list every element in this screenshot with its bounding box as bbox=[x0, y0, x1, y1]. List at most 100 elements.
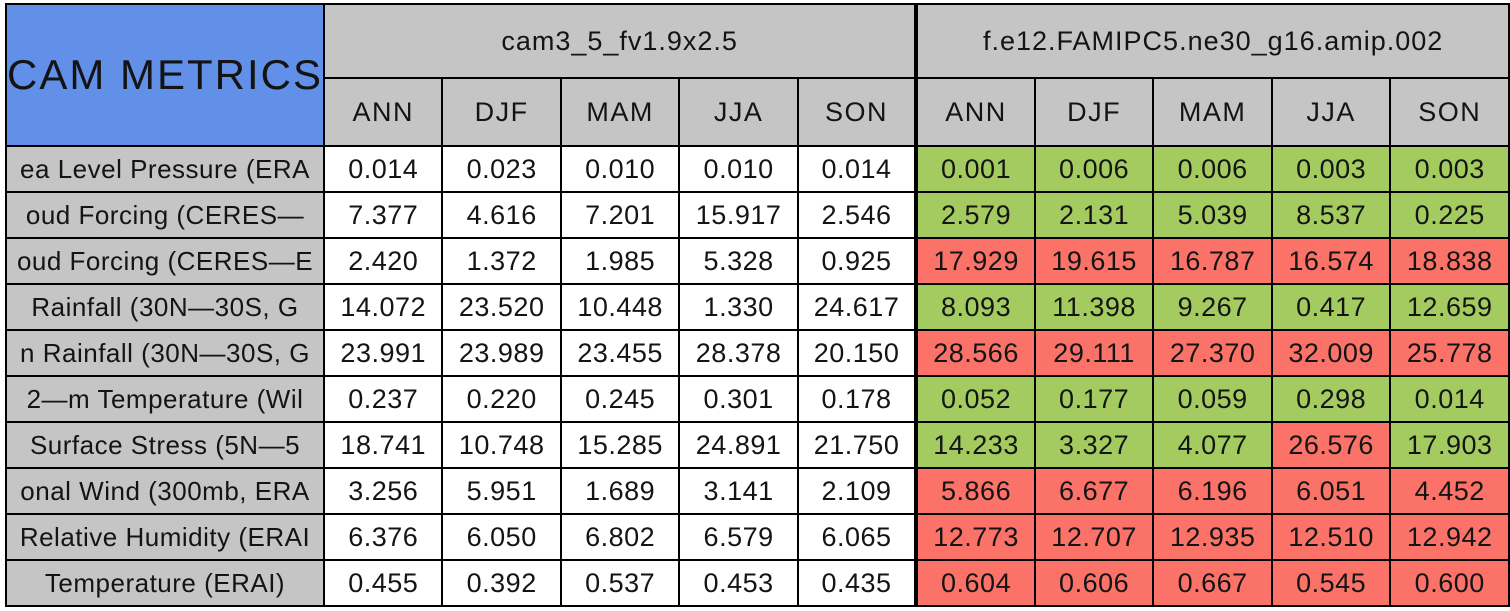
model1-value-cell: 15.917 bbox=[678, 191, 799, 239]
model2-value-cell: 5.866 bbox=[914, 467, 1036, 515]
model2-value-cell: 2.579 bbox=[914, 191, 1036, 239]
metric-row: oud Forcing (CERES— 7.377 4.616 7.201 15… bbox=[5, 191, 1510, 239]
model2-value-cell: 16.787 bbox=[1152, 237, 1273, 285]
model2-value-cell: 6.196 bbox=[1152, 467, 1273, 515]
model1-value-cell: 0.455 bbox=[322, 559, 444, 607]
model2-value-cell: 3.327 bbox=[1033, 421, 1155, 469]
model2-value-cell: 25.778 bbox=[1389, 329, 1510, 377]
model2-value-cell: 9.267 bbox=[1152, 283, 1273, 331]
model1-value-cell: 3.141 bbox=[678, 467, 799, 515]
model2-value-cell: 17.903 bbox=[1389, 421, 1510, 469]
model2-value-cell: 0.059 bbox=[1152, 375, 1273, 423]
model1-value-cell: 0.537 bbox=[559, 559, 681, 607]
model2-value-cell: 0.006 bbox=[1033, 145, 1155, 193]
model1-value-cell: 24.891 bbox=[678, 421, 799, 469]
season-header-m1-mam: MAM bbox=[559, 77, 681, 147]
model1-value-cell: 6.579 bbox=[678, 513, 799, 561]
model2-value-cell: 2.131 bbox=[1033, 191, 1155, 239]
model1-value-cell: 7.201 bbox=[559, 191, 681, 239]
metric-row: Temperature (ERAI) 0.455 0.392 0.537 0.4… bbox=[5, 559, 1510, 607]
season-header-m1-son: SON bbox=[796, 77, 918, 147]
model2-value-cell: 0.052 bbox=[914, 375, 1036, 423]
model1-value-cell: 5.328 bbox=[678, 237, 799, 285]
model2-value-cell: 12.659 bbox=[1389, 283, 1510, 331]
season-header-m2-mam: MAM bbox=[1152, 77, 1273, 147]
model2-value-cell: 12.510 bbox=[1270, 513, 1392, 561]
model2-value-cell: 0.006 bbox=[1152, 145, 1273, 193]
metric-row: 2—m Temperature (Wil 0.237 0.220 0.245 0… bbox=[5, 375, 1510, 423]
model2-value-cell: 0.177 bbox=[1033, 375, 1155, 423]
model2-value-cell: 0.225 bbox=[1389, 191, 1510, 239]
model1-value-cell: 4.616 bbox=[441, 191, 562, 239]
model2-value-cell: 17.929 bbox=[914, 237, 1036, 285]
model2-header: f.e12.FAMIPC5.ne30_g16.amip.002 bbox=[914, 3, 1510, 79]
model2-value-cell: 0.600 bbox=[1389, 559, 1510, 607]
model2-value-cell: 0.014 bbox=[1389, 375, 1510, 423]
model2-value-cell: 0.604 bbox=[914, 559, 1036, 607]
model2-value-cell: 8.537 bbox=[1270, 191, 1392, 239]
model2-value-cell: 29.111 bbox=[1033, 329, 1155, 377]
model1-value-cell: 15.285 bbox=[559, 421, 681, 469]
season-header-m2-jja: JJA bbox=[1270, 77, 1392, 147]
model1-value-cell: 1.330 bbox=[678, 283, 799, 331]
model1-value-cell: 0.010 bbox=[678, 145, 799, 193]
model2-value-cell: 32.009 bbox=[1270, 329, 1392, 377]
model1-value-cell: 24.617 bbox=[796, 283, 918, 331]
row-label: oud Forcing (CERES— bbox=[5, 191, 325, 239]
row-label: oud Forcing (CERES—E bbox=[5, 237, 325, 285]
row-label: ea Level Pressure (ERA bbox=[5, 145, 325, 193]
model1-value-cell: 7.377 bbox=[322, 191, 444, 239]
model1-value-cell: 23.455 bbox=[559, 329, 681, 377]
season-header-m1-ann: ANN bbox=[322, 77, 444, 147]
model1-value-cell: 6.065 bbox=[796, 513, 918, 561]
metric-row: Relative Humidity (ERAI 6.376 6.050 6.80… bbox=[5, 513, 1510, 561]
model2-value-cell: 12.707 bbox=[1033, 513, 1155, 561]
season-header-m1-djf: DJF bbox=[441, 77, 562, 147]
model2-value-cell: 6.677 bbox=[1033, 467, 1155, 515]
row-label: onal Wind (300mb, ERA bbox=[5, 467, 325, 515]
model1-value-cell: 0.245 bbox=[559, 375, 681, 423]
row-label: Temperature (ERAI) bbox=[5, 559, 325, 607]
model2-value-cell: 18.838 bbox=[1389, 237, 1510, 285]
model1-value-cell: 0.178 bbox=[796, 375, 918, 423]
model1-value-cell: 0.435 bbox=[796, 559, 918, 607]
model1-value-cell: 20.150 bbox=[796, 329, 918, 377]
model1-value-cell: 6.050 bbox=[441, 513, 562, 561]
row-label: Rainfall (30N—30S, G bbox=[5, 283, 325, 331]
metric-row: oud Forcing (CERES—E 2.420 1.372 1.985 5… bbox=[5, 237, 1510, 285]
model2-value-cell: 0.545 bbox=[1270, 559, 1392, 607]
model1-value-cell: 0.010 bbox=[559, 145, 681, 193]
model1-value-cell: 21.750 bbox=[796, 421, 918, 469]
model1-header: cam3_5_fv1.9x2.5 bbox=[322, 3, 918, 79]
model1-value-cell: 0.925 bbox=[796, 237, 918, 285]
model2-value-cell: 14.233 bbox=[914, 421, 1036, 469]
model1-value-cell: 14.072 bbox=[322, 283, 444, 331]
model1-value-cell: 18.741 bbox=[322, 421, 444, 469]
model2-value-cell: 26.576 bbox=[1270, 421, 1392, 469]
model1-value-cell: 0.301 bbox=[678, 375, 799, 423]
model2-value-cell: 19.615 bbox=[1033, 237, 1155, 285]
model1-value-cell: 2.420 bbox=[322, 237, 444, 285]
season-header-m2-djf: DJF bbox=[1033, 77, 1155, 147]
model2-value-cell: 0.003 bbox=[1270, 145, 1392, 193]
metrics-table: CAM METRICS cam3_5_fv1.9x2.5 f.e12.FAMIP… bbox=[5, 3, 1510, 607]
model2-value-cell: 0.298 bbox=[1270, 375, 1392, 423]
model1-value-cell: 0.023 bbox=[441, 145, 562, 193]
model1-value-cell: 1.689 bbox=[559, 467, 681, 515]
model1-value-cell: 3.256 bbox=[322, 467, 444, 515]
model2-value-cell: 0.417 bbox=[1270, 283, 1392, 331]
model2-value-cell: 6.051 bbox=[1270, 467, 1392, 515]
model1-value-cell: 23.520 bbox=[441, 283, 562, 331]
model2-value-cell: 8.093 bbox=[914, 283, 1036, 331]
model1-value-cell: 10.748 bbox=[441, 421, 562, 469]
season-header-m2-ann: ANN bbox=[914, 77, 1036, 147]
model2-value-cell: 4.452 bbox=[1389, 467, 1510, 515]
season-header-m1-jja: JJA bbox=[678, 77, 799, 147]
metric-row: onal Wind (300mb, ERA 3.256 5.951 1.689 … bbox=[5, 467, 1510, 515]
metric-row: ea Level Pressure (ERA 0.014 0.023 0.010… bbox=[5, 145, 1510, 193]
model2-value-cell: 12.935 bbox=[1152, 513, 1273, 561]
model2-value-cell: 12.773 bbox=[914, 513, 1036, 561]
row-label: Surface Stress (5N—5 bbox=[5, 421, 325, 469]
model2-value-cell: 4.077 bbox=[1152, 421, 1273, 469]
